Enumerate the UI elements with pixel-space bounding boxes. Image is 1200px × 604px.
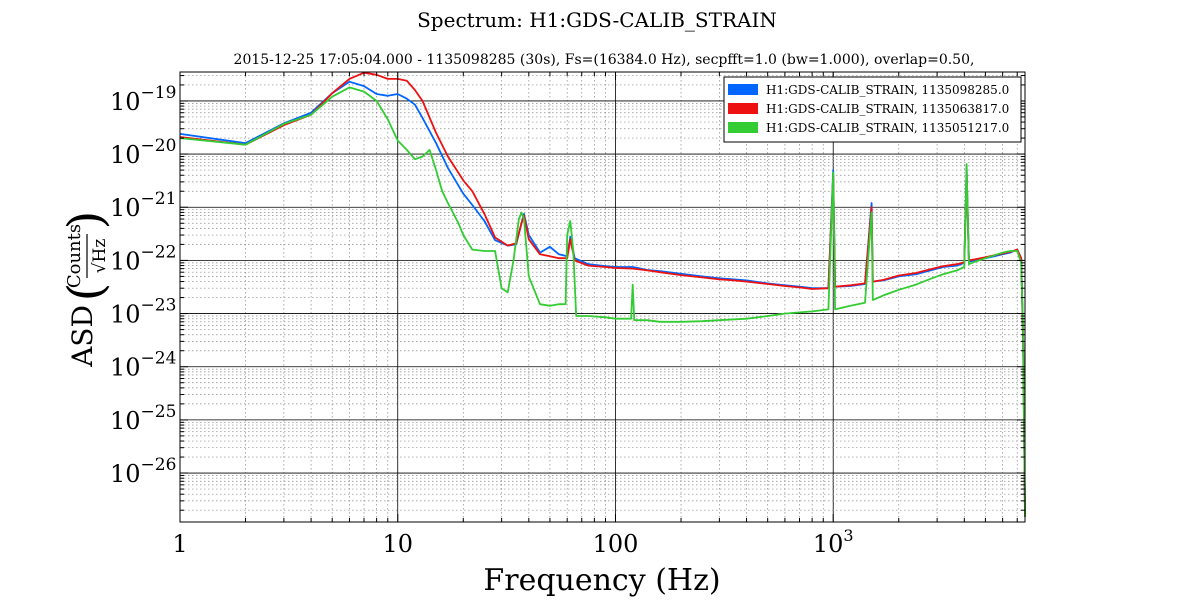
plot-frame <box>179 71 1026 523</box>
grid <box>180 72 1025 522</box>
legend-label-3: H1:GDS-CALIB_STRAIN, 1135051217.0 <box>766 121 1009 135</box>
legend-box <box>723 76 1022 143</box>
series-line-1 <box>179 80 1026 517</box>
y-tick-label: 10−26 <box>110 455 176 488</box>
y-tick-label: 10−23 <box>110 296 176 329</box>
x-tick-label: 1 <box>172 530 187 558</box>
y-tick-label: 10−20 <box>110 136 176 169</box>
legend: H1:GDS-CALIB_STRAIN, 1135098285.0 H1:GDS… <box>723 76 1022 143</box>
y-axis-label-prefix: ASD <box>66 305 99 368</box>
legend-swatch-2 <box>728 103 758 114</box>
y-tick-label-exponent: −20 <box>141 136 177 156</box>
y-tick-label-exponent: −26 <box>141 455 177 475</box>
y-tick-label-exponent: −21 <box>141 189 177 209</box>
y-tick-label-exponent: −19 <box>141 83 177 103</box>
y-axis-paren-open: ( <box>58 283 114 302</box>
chart-title: Spectrum: H1:GDS-CALIB_STRAIN <box>417 8 777 32</box>
legend-label-1: H1:GDS-CALIB_STRAIN, 1135098285.0 <box>766 83 1009 97</box>
y-tick-label: 10−22 <box>110 242 176 275</box>
y-tick-label: 10−21 <box>110 189 176 222</box>
x-tick-label-exponent: 3 <box>843 526 853 545</box>
x-axis-label: Frequency (Hz) <box>483 563 720 598</box>
x-tick-label: 100 <box>593 530 639 558</box>
y-tick-label: 10−19 <box>110 83 176 116</box>
y-tick-label-exponent: −25 <box>141 402 177 422</box>
y-axis-label-denominator: √Hz <box>90 239 110 274</box>
series-line-3 <box>179 86 1026 517</box>
legend-label-2: H1:GDS-CALIB_STRAIN, 1135063817.0 <box>766 102 1009 116</box>
legend-swatch-1 <box>728 84 758 95</box>
y-tick-label-exponent: −22 <box>141 242 177 262</box>
y-tick-label: 10−24 <box>110 349 176 382</box>
y-axis-paren-close: ) <box>58 211 114 230</box>
y-tick-label-exponent: −23 <box>141 296 177 316</box>
series-line-2 <box>179 71 1026 517</box>
y-axis-label-numerator: Counts <box>64 224 85 288</box>
chart-subtitle: 2015-12-25 17:05:04.000 - 1135098285 (30… <box>234 52 975 68</box>
series-layer <box>179 71 1026 517</box>
y-axis-label: ASD ( Counts √Hz ) <box>58 211 114 368</box>
legend-swatch-3 <box>728 122 758 133</box>
y-tick-label-exponent: −24 <box>141 349 177 369</box>
x-tick-label: 10 <box>382 530 413 558</box>
x-tick-label: 103 <box>813 526 854 558</box>
y-tick-label: 10−25 <box>110 402 176 435</box>
